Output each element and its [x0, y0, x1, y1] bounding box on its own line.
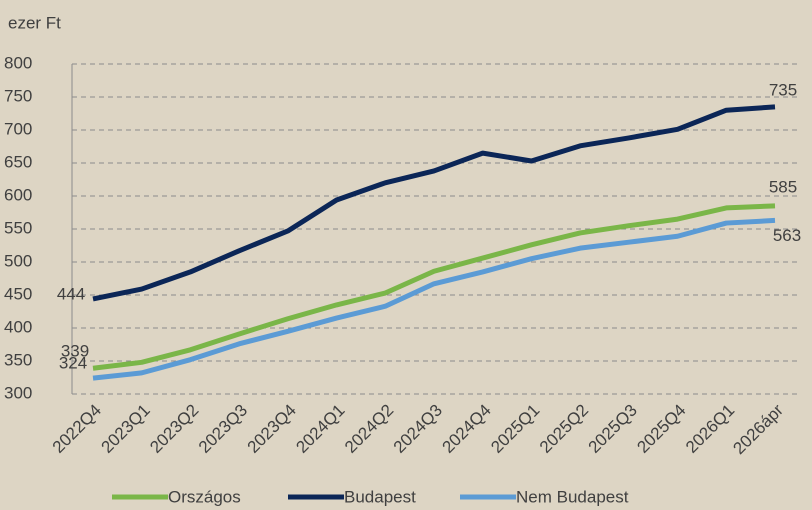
y-tick-label: 400 [4, 317, 32, 336]
y-tick-label: 700 [4, 119, 32, 138]
y-tick-label: 600 [4, 185, 32, 204]
y-tick-label: 350 [4, 350, 32, 369]
data-label: 324 [59, 354, 87, 373]
data-label: 339 [61, 342, 89, 361]
line [92, 203, 776, 371]
legend-label: Budapest [344, 487, 416, 506]
y-tick-label: 800 [4, 53, 32, 72]
y-tick-label: 450 [4, 284, 32, 303]
line [92, 217, 776, 381]
data-label: 444 [57, 284, 85, 303]
y-tick-label: 500 [4, 251, 32, 270]
legend-label: Országos [168, 487, 241, 506]
data-label: 585 [769, 177, 797, 196]
y-tick-label: 300 [4, 383, 32, 402]
y-axis-label: ezer Ft [8, 13, 61, 32]
data-label: 735 [769, 80, 797, 99]
y-tick-label: 550 [4, 218, 32, 237]
data-label: 563 [773, 226, 801, 245]
y-tick-label: 650 [4, 152, 32, 171]
line [92, 104, 776, 302]
y-tick-label: 750 [4, 86, 32, 105]
legend-label: Nem Budapest [516, 487, 629, 506]
